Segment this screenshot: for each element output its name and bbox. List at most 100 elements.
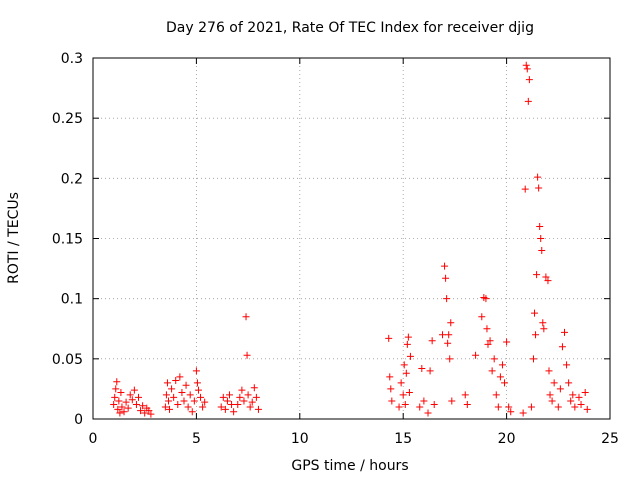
data-point — [442, 274, 450, 282]
data-point — [114, 405, 122, 413]
data-point — [174, 401, 182, 409]
data-point — [523, 65, 531, 73]
data-point — [498, 361, 506, 369]
y-tick-label: 0.15 — [52, 232, 83, 248]
points-layer — [110, 61, 591, 418]
data-point — [503, 338, 511, 346]
data-point — [490, 355, 498, 363]
data-point — [535, 184, 543, 192]
data-point — [577, 401, 585, 409]
data-point — [507, 408, 515, 416]
data-point — [546, 391, 554, 399]
data-point — [252, 393, 260, 401]
data-point — [399, 391, 407, 399]
data-point — [197, 393, 205, 401]
data-point — [116, 409, 124, 417]
data-point — [444, 339, 452, 347]
data-point — [522, 61, 530, 69]
data-point — [115, 397, 123, 405]
data-point — [240, 397, 248, 405]
data-point — [130, 386, 138, 394]
y-tick-label: 0.1 — [61, 292, 83, 308]
data-point — [447, 319, 455, 327]
data-point — [575, 393, 583, 401]
tick-layer: 0 5 10 15 20 25 0 0.05 0.1 0.15 0.2 0.25 0.3 — [52, 51, 619, 447]
data-point — [397, 379, 405, 387]
data-point — [110, 401, 118, 409]
chart-title: Day 276 of 2021, Rate Of TEC Index for r… — [166, 20, 534, 36]
data-point — [533, 271, 541, 279]
data-point — [561, 328, 569, 336]
data-point — [184, 403, 192, 411]
data-point — [418, 364, 426, 372]
data-point — [162, 391, 170, 399]
data-point — [112, 385, 120, 393]
data-point — [550, 379, 558, 387]
data-point — [565, 379, 573, 387]
data-point — [445, 331, 453, 339]
data-point — [534, 173, 542, 181]
data-point — [492, 391, 500, 399]
data-point — [386, 373, 394, 381]
data-point — [448, 397, 456, 405]
data-point — [250, 384, 258, 392]
data-point — [193, 379, 201, 387]
data-point — [537, 235, 545, 242]
data-point — [228, 401, 236, 409]
data-point — [558, 343, 566, 351]
data-point — [230, 408, 238, 416]
data-point — [563, 361, 571, 369]
data-point — [461, 391, 469, 399]
data-point — [483, 325, 491, 333]
y-tick-label: 0.3 — [61, 51, 83, 67]
data-point — [182, 381, 190, 389]
data-point — [242, 313, 250, 321]
data-point — [400, 361, 408, 369]
y-tick-label: 0 — [74, 412, 83, 428]
data-point — [484, 340, 492, 348]
x-tick-label: 15 — [394, 431, 412, 447]
data-point — [482, 295, 490, 303]
data-point — [244, 391, 252, 399]
data-point — [176, 373, 184, 381]
data-point — [120, 408, 128, 416]
data-point — [128, 396, 136, 404]
data-point — [217, 403, 225, 411]
data-point — [532, 331, 540, 339]
data-point — [539, 319, 547, 327]
data-point — [536, 222, 544, 230]
data-point — [505, 403, 513, 411]
data-point — [416, 403, 424, 411]
data-point — [404, 333, 412, 341]
data-point — [145, 407, 153, 415]
x-tick-label: 25 — [601, 431, 619, 447]
data-point — [254, 405, 262, 413]
data-point — [395, 403, 403, 411]
data-point — [567, 397, 575, 405]
data-point — [538, 247, 546, 255]
data-point — [488, 367, 496, 375]
grid-layer — [93, 58, 610, 419]
data-point — [126, 391, 134, 399]
data-point — [166, 405, 174, 413]
y-tick-label: 0.25 — [52, 111, 83, 127]
data-point — [124, 404, 132, 412]
data-point — [525, 76, 533, 84]
data-point — [438, 331, 446, 339]
data-point — [111, 393, 119, 401]
data-point — [188, 408, 196, 416]
data-point — [486, 337, 494, 345]
data-point — [137, 407, 145, 415]
data-point — [387, 385, 395, 393]
data-point — [403, 340, 411, 348]
data-point — [385, 334, 393, 342]
data-point — [223, 397, 231, 405]
data-point — [540, 325, 548, 333]
data-point — [478, 313, 486, 321]
data-point — [236, 393, 244, 401]
data-point — [170, 393, 178, 401]
data-point — [542, 273, 550, 281]
data-point — [519, 409, 527, 417]
data-point — [524, 97, 532, 105]
data-point — [548, 397, 556, 405]
